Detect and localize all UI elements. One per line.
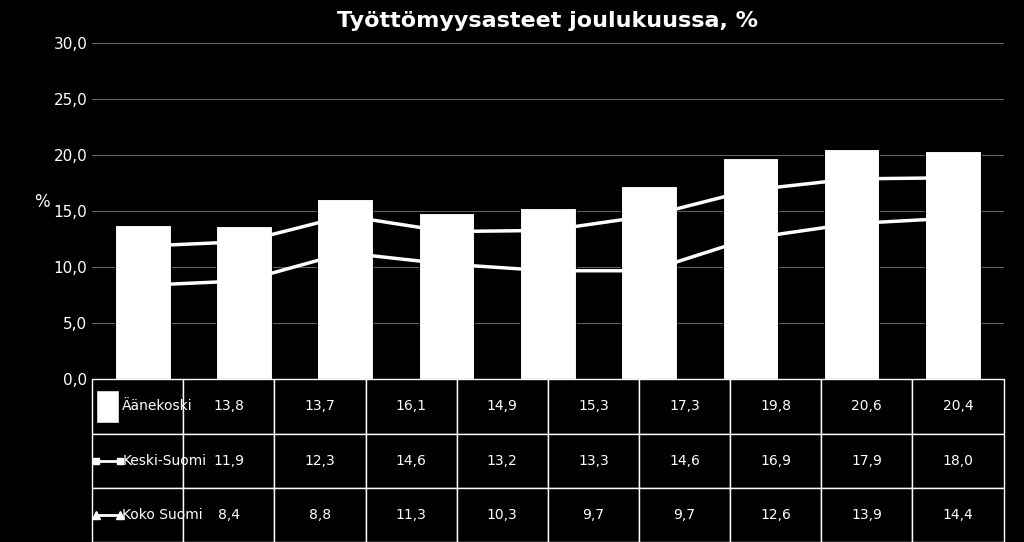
Bar [639,488,730,542]
Bar [366,488,457,542]
Text: 9,7: 9,7 [674,508,695,522]
Bar [457,488,548,542]
Text: 9,7: 9,7 [583,508,604,522]
Text: Keski-Suomi: Keski-Suomi [122,454,207,468]
Bar [457,434,548,488]
Text: 12,6: 12,6 [760,508,792,522]
Text: 8,4: 8,4 [218,508,240,522]
Text: 16,1: 16,1 [395,399,427,414]
Text: 17,9: 17,9 [851,454,883,468]
Text: 15,3: 15,3 [578,399,609,414]
Bar [274,379,366,434]
Bar [622,185,677,379]
Text: 14,4: 14,4 [942,508,974,522]
Text: 14,6: 14,6 [669,454,700,468]
Bar [548,434,639,488]
Text: 19,8: 19,8 [760,399,792,414]
Bar [457,379,548,434]
Bar [274,488,366,542]
Text: 17,3: 17,3 [669,399,700,414]
Bar [92,488,183,542]
Bar [912,379,1004,434]
Text: 10,3: 10,3 [486,508,518,522]
Bar [823,149,880,379]
Bar [183,488,274,542]
Bar [723,158,778,379]
Bar [821,434,912,488]
Bar [730,488,821,542]
Text: 13,8: 13,8 [213,399,245,414]
Bar [115,225,171,379]
Bar [92,434,183,488]
Text: 20,4: 20,4 [943,399,973,414]
Bar [912,434,1004,488]
Bar [183,379,274,434]
Bar [366,379,457,434]
Text: Koko Suomi: Koko Suomi [122,508,203,522]
Bar [419,212,474,379]
Bar [520,208,575,379]
Text: 12,3: 12,3 [304,454,336,468]
Bar [96,390,119,423]
Text: 13,9: 13,9 [851,508,883,522]
Bar [730,379,821,434]
Text: 16,9: 16,9 [760,454,792,468]
Bar [821,488,912,542]
Bar [548,488,639,542]
Text: 11,3: 11,3 [395,508,427,522]
Bar [216,226,272,379]
Text: 14,6: 14,6 [395,454,427,468]
Bar [639,379,730,434]
Bar [548,379,639,434]
Text: Äänekoski: Äänekoski [122,399,193,414]
Text: 18,0: 18,0 [942,454,974,468]
Bar [639,434,730,488]
Text: 8,8: 8,8 [309,508,331,522]
Text: 13,3: 13,3 [578,454,609,468]
Bar [912,488,1004,542]
Text: 20,6: 20,6 [851,399,883,414]
Bar [183,434,274,488]
Text: 13,7: 13,7 [304,399,336,414]
Title: Työttömyysasteet joulukuussa, %: Työttömyysasteet joulukuussa, % [337,11,759,31]
Bar [92,379,183,434]
Text: 14,9: 14,9 [486,399,518,414]
Bar [317,199,373,379]
Bar [274,434,366,488]
Y-axis label: %: % [35,193,50,211]
Text: 13,2: 13,2 [486,454,518,468]
Bar [925,151,981,379]
Text: 11,9: 11,9 [213,454,245,468]
Bar [366,434,457,488]
Bar [730,434,821,488]
Bar [821,379,912,434]
